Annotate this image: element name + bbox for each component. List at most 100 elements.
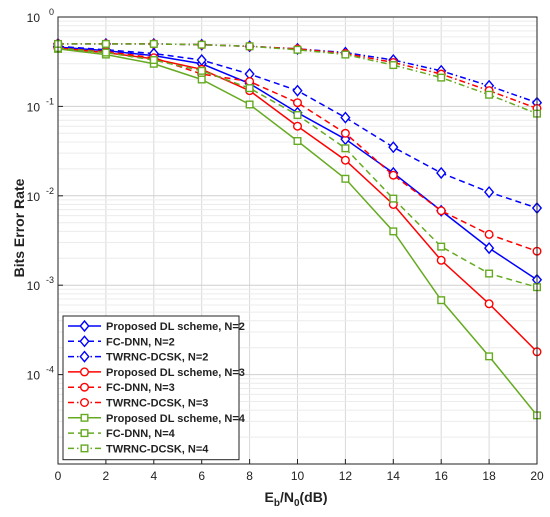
data-point (437, 296, 446, 305)
data-point (388, 170, 398, 180)
legend-entry: TWRNC-DCSK, N=3 (68, 398, 208, 410)
data-point (389, 227, 398, 236)
y-tick-exp: -3 (46, 275, 54, 285)
data-point (436, 206, 446, 216)
legend-label: Proposed DL scheme, N=3 (106, 367, 245, 379)
data-point (485, 269, 494, 278)
y-tick-base: 10 (27, 190, 41, 204)
y-tick-exp: 0 (49, 7, 54, 17)
data-point (484, 229, 494, 239)
legend-label: Proposed DL scheme, N=4 (106, 413, 246, 425)
legend-entry: FC-DNN, N=4 (68, 428, 176, 440)
legend-marker (79, 319, 90, 333)
legend-entry: Proposed DL scheme, N=3 (68, 367, 245, 379)
x-axis-label-sub: b (274, 498, 280, 509)
y-tick-exp: -1 (46, 96, 54, 106)
x-tick-label: 16 (435, 469, 449, 483)
x-tick-label: 12 (339, 469, 353, 483)
x-tick-label: 20 (530, 469, 544, 483)
data-point (197, 66, 206, 75)
legend-marker (79, 335, 90, 348)
data-point (389, 194, 398, 203)
y-tick-base: 10 (27, 100, 41, 114)
data-point (292, 84, 303, 97)
legend-entry: FC-DNN, N=3 (68, 382, 175, 394)
y-tick-exp: -4 (46, 365, 54, 375)
y-tick-label: 10 -1 (27, 96, 54, 114)
legend-entry: TWRNC-DCSK, N=2 (68, 350, 208, 364)
data-point (293, 121, 303, 131)
data-point (485, 352, 494, 361)
x-tick-label: 8 (246, 469, 253, 483)
x-tick-label: 4 (150, 469, 157, 483)
y-tick-label: 10 -3 (27, 275, 54, 293)
data-point (197, 75, 206, 84)
data-point (245, 76, 255, 86)
data-point (437, 73, 446, 82)
legend-label: TWRNC-DCSK, N=2 (106, 352, 208, 364)
data-point (341, 50, 350, 59)
data-point (293, 98, 303, 108)
legend-entry: FC-DNN, N=2 (68, 335, 175, 348)
x-axis-label-mid: /N (280, 489, 294, 505)
data-point (485, 90, 494, 99)
legend-marker (80, 444, 89, 453)
y-tick-label: 10 0 (27, 7, 54, 25)
data-point (340, 128, 350, 138)
legend-label: TWRNC-DCSK, N=3 (106, 398, 208, 410)
legend-marker (79, 382, 89, 392)
legend-entry: TWRNC-DCSK, N=4 (68, 443, 209, 455)
data-point (149, 39, 158, 48)
legend-marker (79, 350, 90, 363)
data-point (293, 45, 302, 54)
y-tick-exp: -2 (46, 186, 54, 196)
data-point (436, 166, 447, 180)
legend: Proposed DL scheme, N=2 FC-DNN, N=2 TWRNC-… (62, 315, 246, 461)
x-axis-label-base: E (264, 489, 273, 505)
legend-entry: Proposed DL scheme, N=4 (68, 413, 246, 425)
y-axis-label: Bits Error Rate (11, 178, 27, 277)
legend-label: TWRNC-DCSK, N=4 (106, 443, 209, 455)
x-tick-label: 2 (103, 469, 110, 483)
data-point (197, 40, 206, 49)
legend-label: FC-DNN, N=4 (106, 428, 176, 440)
data-point (149, 56, 158, 65)
data-point (340, 111, 351, 124)
y-tick-base: 10 (27, 369, 41, 383)
y-tick-base: 10 (27, 11, 41, 25)
y-tick-label: 10 -4 (27, 365, 54, 383)
data-point (293, 137, 302, 146)
data-point (245, 100, 254, 109)
data-point (340, 155, 350, 165)
legend-label: FC-DNN, N=3 (106, 382, 175, 394)
data-point (245, 42, 254, 51)
x-axis-label-sub2: 0 (294, 498, 300, 509)
data-point (101, 48, 110, 57)
x-tick-label: 14 (387, 469, 401, 483)
x-axis-label: Eb/N0(dB) (264, 489, 327, 509)
x-tick-label: 10 (291, 469, 305, 483)
y-tick-label: 10 -2 (27, 186, 54, 204)
data-point (341, 144, 350, 153)
legend-marker (79, 398, 89, 408)
legend-entry: Proposed DL scheme, N=2 (68, 319, 245, 333)
legend-marker (80, 413, 89, 422)
data-point (388, 141, 399, 154)
data-point (293, 111, 302, 120)
legend-label: FC-DNN, N=2 (106, 336, 175, 348)
data-point (341, 174, 350, 183)
legend-label: Proposed DL scheme, N=2 (106, 321, 245, 333)
data-point (484, 299, 494, 309)
data-point (483, 242, 495, 255)
data-point (245, 84, 254, 93)
series-line (57, 47, 538, 252)
x-axis-label-tail: (dB) (300, 489, 328, 505)
data-point (389, 61, 398, 70)
axis-ticks: 0 2 4 6 8 10 12 14 16 18 20 10 0 10 -1 10 -2 10 -3 10 -4 (27, 7, 544, 483)
x-tick-label: 0 (55, 469, 62, 483)
y-tick-base: 10 (27, 279, 41, 293)
legend-marker (79, 367, 89, 377)
data-point (101, 39, 110, 48)
x-tick-label: 6 (198, 469, 205, 483)
